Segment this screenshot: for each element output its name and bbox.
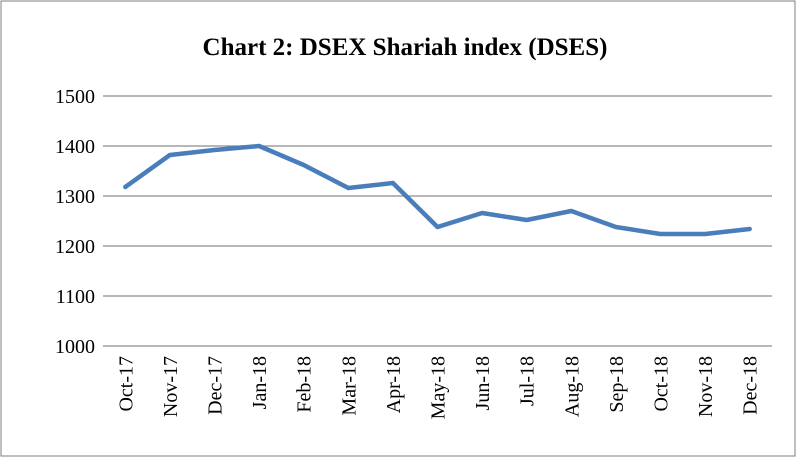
x-tick-label: Nov-18 — [695, 356, 717, 417]
x-tick-label: Oct-18 — [651, 356, 673, 412]
x-tick-label: Dec-18 — [740, 356, 762, 415]
y-tick-label: 1000 — [55, 336, 95, 358]
x-tick-label: Jan-18 — [249, 356, 271, 409]
x-tick-label: Sep-18 — [606, 356, 628, 413]
y-tick-label: 1500 — [55, 86, 95, 108]
y-tick-label: 1400 — [55, 136, 95, 158]
y-tick-label: 1200 — [55, 236, 95, 258]
y-tick-label: 1100 — [56, 286, 95, 308]
x-tick-label: Jun-18 — [472, 356, 494, 410]
x-tick-label: Apr-18 — [383, 356, 405, 413]
x-tick-label: Feb-18 — [294, 356, 316, 413]
x-tick-label: Dec-17 — [205, 356, 227, 415]
x-tick-label: Aug-18 — [561, 356, 583, 417]
line-series — [123, 143, 752, 237]
x-tick-label: Oct-17 — [115, 356, 137, 412]
x-tick-label: Nov-17 — [160, 356, 182, 417]
chart-title: Chart 2: DSEX Shariah index (DSES) — [203, 34, 608, 61]
x-tick-label: Mar-18 — [338, 356, 360, 416]
y-tick-label: 1300 — [55, 186, 95, 208]
x-tick-label: Jul-18 — [517, 356, 539, 406]
x-tick-label: May-18 — [428, 356, 450, 419]
